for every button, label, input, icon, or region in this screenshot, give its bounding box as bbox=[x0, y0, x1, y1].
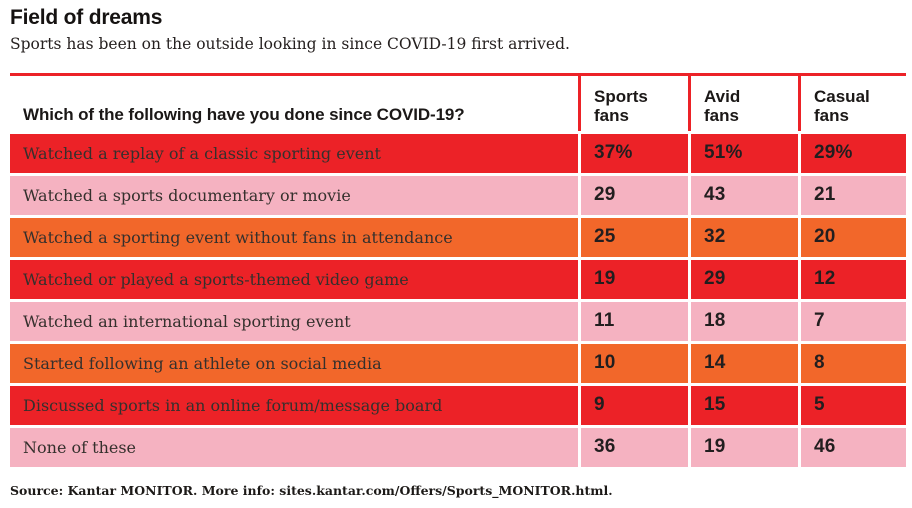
table-row: Watched an international sporting event … bbox=[10, 301, 906, 341]
cell-divider bbox=[798, 133, 801, 173]
cell-divider bbox=[578, 259, 581, 299]
row-label: Watched or played a sports-themed video … bbox=[23, 269, 409, 289]
table-row: Watched a sports documentary or movie 29… bbox=[10, 175, 906, 215]
value-cell: 20 bbox=[814, 226, 836, 248]
value-cell: 29 bbox=[704, 268, 726, 290]
cell-divider bbox=[688, 427, 691, 467]
row-label: Watched a replay of a classic sporting e… bbox=[23, 143, 381, 163]
table-question-header: Which of the following have you done sin… bbox=[23, 104, 465, 124]
header-column-divider bbox=[688, 75, 691, 131]
cell-divider bbox=[798, 259, 801, 299]
value-cell: 10 bbox=[594, 352, 616, 374]
value-cell: 51% bbox=[704, 142, 743, 164]
value-cell: 15 bbox=[704, 394, 726, 416]
value-cell: 18 bbox=[704, 310, 726, 332]
value-cell: 7 bbox=[814, 310, 825, 332]
value-cell: 19 bbox=[594, 268, 616, 290]
cell-divider bbox=[798, 217, 801, 257]
value-cell: 14 bbox=[704, 352, 726, 374]
table-row: Watched or played a sports-themed video … bbox=[10, 259, 906, 299]
value-cell: 43 bbox=[704, 184, 726, 206]
header-column-divider bbox=[578, 75, 581, 131]
cell-divider bbox=[578, 385, 581, 425]
table-header-row: Which of the following have you done sin… bbox=[10, 75, 906, 131]
value-cell: 11 bbox=[594, 310, 615, 332]
value-cell: 37% bbox=[594, 142, 633, 164]
table-row: Watched a sporting event without fans in… bbox=[10, 217, 906, 257]
value-cell: 29% bbox=[814, 142, 853, 164]
column-header-sports-fans: Sports fans bbox=[594, 86, 648, 125]
row-label: None of these bbox=[23, 437, 137, 457]
column-header-casual-fans: Casual fans bbox=[814, 86, 870, 125]
table-row: None of these 36 19 46 bbox=[10, 427, 906, 467]
cell-divider bbox=[688, 343, 691, 383]
value-cell: 21 bbox=[814, 184, 836, 206]
column-header-avid-fans: Avid fans bbox=[704, 86, 741, 125]
value-cell: 12 bbox=[814, 268, 836, 290]
value-cell: 9 bbox=[594, 394, 605, 416]
table-row: Started following an athlete on social m… bbox=[10, 343, 906, 383]
cell-divider bbox=[688, 385, 691, 425]
subtitle: Sports has been on the outside looking i… bbox=[10, 35, 570, 54]
cell-divider bbox=[578, 427, 581, 467]
cell-divider bbox=[578, 343, 581, 383]
value-cell: 19 bbox=[704, 436, 726, 458]
value-cell: 32 bbox=[704, 226, 726, 248]
row-label: Watched a sports documentary or movie bbox=[23, 185, 351, 205]
row-label: Started following an athlete on social m… bbox=[23, 353, 382, 373]
cell-divider bbox=[688, 301, 691, 341]
cell-divider bbox=[688, 259, 691, 299]
value-cell: 29 bbox=[594, 184, 616, 206]
table-row: Discussed sports in an online forum/mess… bbox=[10, 385, 906, 425]
cell-divider bbox=[578, 175, 581, 215]
cell-divider bbox=[798, 175, 801, 215]
page-title: Field of dreams bbox=[10, 6, 163, 29]
cell-divider bbox=[578, 217, 581, 257]
cell-divider bbox=[688, 217, 691, 257]
cell-divider bbox=[688, 133, 691, 173]
cell-divider bbox=[798, 301, 801, 341]
cell-divider bbox=[798, 343, 801, 383]
value-cell: 25 bbox=[594, 226, 616, 248]
cell-divider bbox=[578, 301, 581, 341]
cell-divider bbox=[688, 175, 691, 215]
cell-divider bbox=[798, 385, 801, 425]
cell-divider bbox=[578, 133, 581, 173]
value-cell: 5 bbox=[814, 394, 825, 416]
row-label: Watched a sporting event without fans in… bbox=[23, 227, 453, 247]
source-note: Source: Kantar MONITOR. More info: sites… bbox=[10, 482, 613, 498]
value-cell: 8 bbox=[814, 352, 825, 374]
top-rule-divider bbox=[10, 72, 906, 76]
row-label: Watched an international sporting event bbox=[23, 311, 351, 331]
header-column-divider bbox=[798, 75, 801, 131]
value-cell: 46 bbox=[814, 436, 836, 458]
value-cell: 36 bbox=[594, 436, 616, 458]
row-label: Discussed sports in an online forum/mess… bbox=[23, 395, 443, 415]
table-row: Watched a replay of a classic sporting e… bbox=[10, 133, 906, 173]
cell-divider bbox=[798, 427, 801, 467]
